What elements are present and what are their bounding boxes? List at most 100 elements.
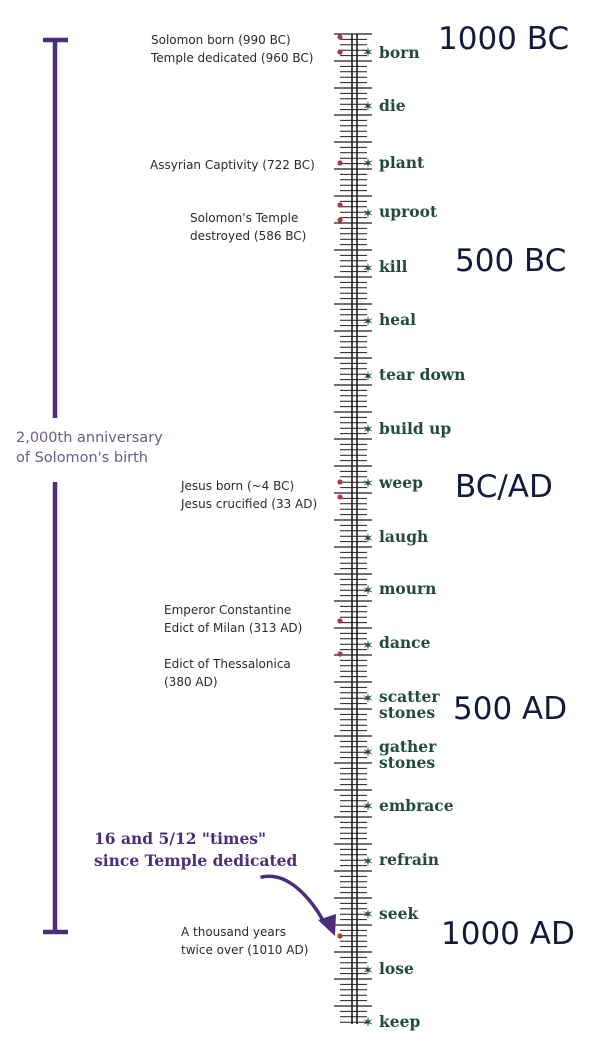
season-tear-down: tear down: [379, 367, 465, 383]
event-assyrian-captivity-text: Assyrian Captivity (722 BC): [150, 158, 315, 172]
event-dot: [337, 618, 343, 624]
season-laugh: laugh: [379, 529, 428, 545]
season-star-icon: ✶: [362, 206, 374, 222]
season-star-icon: ✶: [362, 314, 374, 330]
event-dot: [337, 34, 343, 40]
season-heal: heal: [379, 312, 416, 328]
season-star-icon: ✶: [362, 422, 374, 438]
season-seek-text: seek: [379, 904, 419, 923]
season-star-icon: ✶: [362, 476, 374, 492]
season-build-up: build up: [379, 421, 451, 437]
event-dot: [337, 202, 343, 208]
season-scatter-stones: scatter stones: [379, 689, 440, 721]
season-die-text: die: [379, 96, 406, 115]
event-thousand-years: A thousand years twice over (1010 AD): [181, 923, 308, 959]
season-star-icon: ✶: [362, 583, 374, 599]
season-die: die: [379, 98, 406, 114]
season-star-icon: ✶: [362, 745, 374, 761]
season-embrace-text: embrace: [379, 796, 454, 815]
season-embrace: embrace: [379, 798, 454, 814]
event-thousand-years-line-2: twice over (1010 AD): [181, 943, 309, 957]
event-constantine-line-1: Emperor Constantine: [164, 603, 292, 617]
era-label-500-ad: 500 AD: [453, 691, 568, 727]
times-since-temple-label: 16 and 5/12 "times" since Temple dedicat…: [94, 828, 297, 872]
event-dot: [337, 651, 343, 657]
season-born: born: [379, 45, 420, 61]
era-label-1000-ad: 1000 AD: [441, 916, 575, 952]
season-scatter-stones-line-1: scatter: [379, 687, 440, 706]
event-thessalonica-line-1: Edict of Thessalonica: [164, 657, 291, 671]
event-solomon-born: Solomon born (990 BC): [151, 33, 291, 47]
season-refrain-text: refrain: [379, 850, 440, 869]
season-seek: seek: [379, 906, 418, 922]
season-keep-text: keep: [379, 1012, 421, 1031]
event-dot: [337, 479, 343, 485]
season-keep: keep: [379, 1014, 420, 1030]
season-star-icon: ✶: [362, 261, 374, 277]
event-solomon-temple: Solomon born (990 BC) Temple dedicated (…: [151, 31, 313, 67]
season-weep: weep: [379, 475, 423, 491]
event-assyrian-captivity: Assyrian Captivity (722 BC): [150, 156, 315, 174]
season-gather-stones-line-1: gather: [379, 737, 437, 756]
season-laugh-text: laugh: [379, 527, 429, 546]
season-star-icon: ✶: [362, 963, 374, 979]
season-star-icon: ✶: [362, 638, 374, 654]
era-label-500-bc: 500 BC: [455, 243, 567, 279]
event-jesus-crucified: Jesus crucified (33 AD): [181, 497, 318, 511]
season-plant-text: plant: [379, 153, 425, 172]
season-tear-down-text: tear down: [379, 365, 466, 384]
arrow-head-icon: [318, 914, 336, 936]
season-uproot: uproot: [379, 204, 437, 220]
season-lose-text: lose: [379, 959, 414, 978]
event-dot: [337, 933, 343, 939]
season-weep-text: weep: [379, 473, 423, 492]
season-kill: kill: [379, 259, 407, 275]
season-kill-text: kill: [379, 257, 408, 276]
event-dot: [337, 49, 343, 55]
season-build-up-text: build up: [379, 419, 452, 438]
season-star-icon: ✶: [362, 45, 374, 61]
season-mourn: mourn: [379, 581, 436, 597]
season-star-icon: ✶: [362, 531, 374, 547]
season-plant: plant: [379, 155, 424, 171]
season-gather-stones: gather stones: [379, 739, 436, 771]
times-label-line-2: since Temple dedicated: [94, 851, 298, 870]
season-star-icon: ✶: [362, 369, 374, 385]
season-star-icon: ✶: [362, 854, 374, 870]
anniversary-label-line-2: of Solomon's birth: [16, 450, 148, 466]
event-temple-destroyed-line-1: Solomon's Temple: [190, 211, 299, 225]
season-heal-text: heal: [379, 310, 417, 329]
season-star-icon: ✶: [362, 907, 374, 923]
season-lose: lose: [379, 961, 414, 977]
event-jesus-born: Jesus born (~4 BC): [181, 479, 295, 493]
season-uproot-text: uproot: [379, 202, 438, 221]
event-thessalonica: Edict of Thessalonica (380 AD): [164, 655, 291, 691]
season-mourn-text: mourn: [379, 579, 437, 598]
era-label-bc-ad: BC/AD: [455, 469, 553, 505]
event-constantine-line-2: Edict of Milan (313 AD): [164, 621, 303, 635]
event-temple-dedicated: Temple dedicated (960 BC): [151, 51, 314, 65]
event-temple-destroyed-line-2: destroyed (586 BC): [190, 229, 307, 243]
era-label-1000-bc: 1000 BC: [438, 21, 570, 57]
event-thousand-years-line-1: A thousand years: [181, 925, 286, 939]
season-scatter-stones-line-2: stones: [379, 703, 436, 722]
season-refrain: refrain: [379, 852, 439, 868]
event-jesus: Jesus born (~4 BC) Jesus crucified (33 A…: [181, 477, 317, 513]
event-constantine: Emperor Constantine Edict of Milan (313 …: [164, 601, 302, 637]
season-star-icon: ✶: [362, 799, 374, 815]
event-dot: [337, 217, 343, 223]
event-temple-destroyed: Solomon's Temple destroyed (586 BC): [190, 209, 306, 245]
season-star-icon: ✶: [362, 1015, 374, 1031]
times-label-line-1: 16 and 5/12 "times": [94, 829, 267, 848]
event-dot: [337, 160, 343, 166]
season-star-icon: ✶: [362, 99, 374, 115]
season-star-icon: ✶: [362, 156, 374, 172]
season-gather-stones-line-2: stones: [379, 753, 436, 772]
anniversary-label: 2,000th anniversary of Solomon's birth: [16, 428, 163, 468]
anniversary-label-line-1: 2,000th anniversary: [16, 430, 163, 446]
season-born-text: born: [379, 43, 420, 62]
event-thessalonica-line-2: (380 AD): [164, 675, 218, 689]
season-dance: dance: [379, 635, 430, 651]
